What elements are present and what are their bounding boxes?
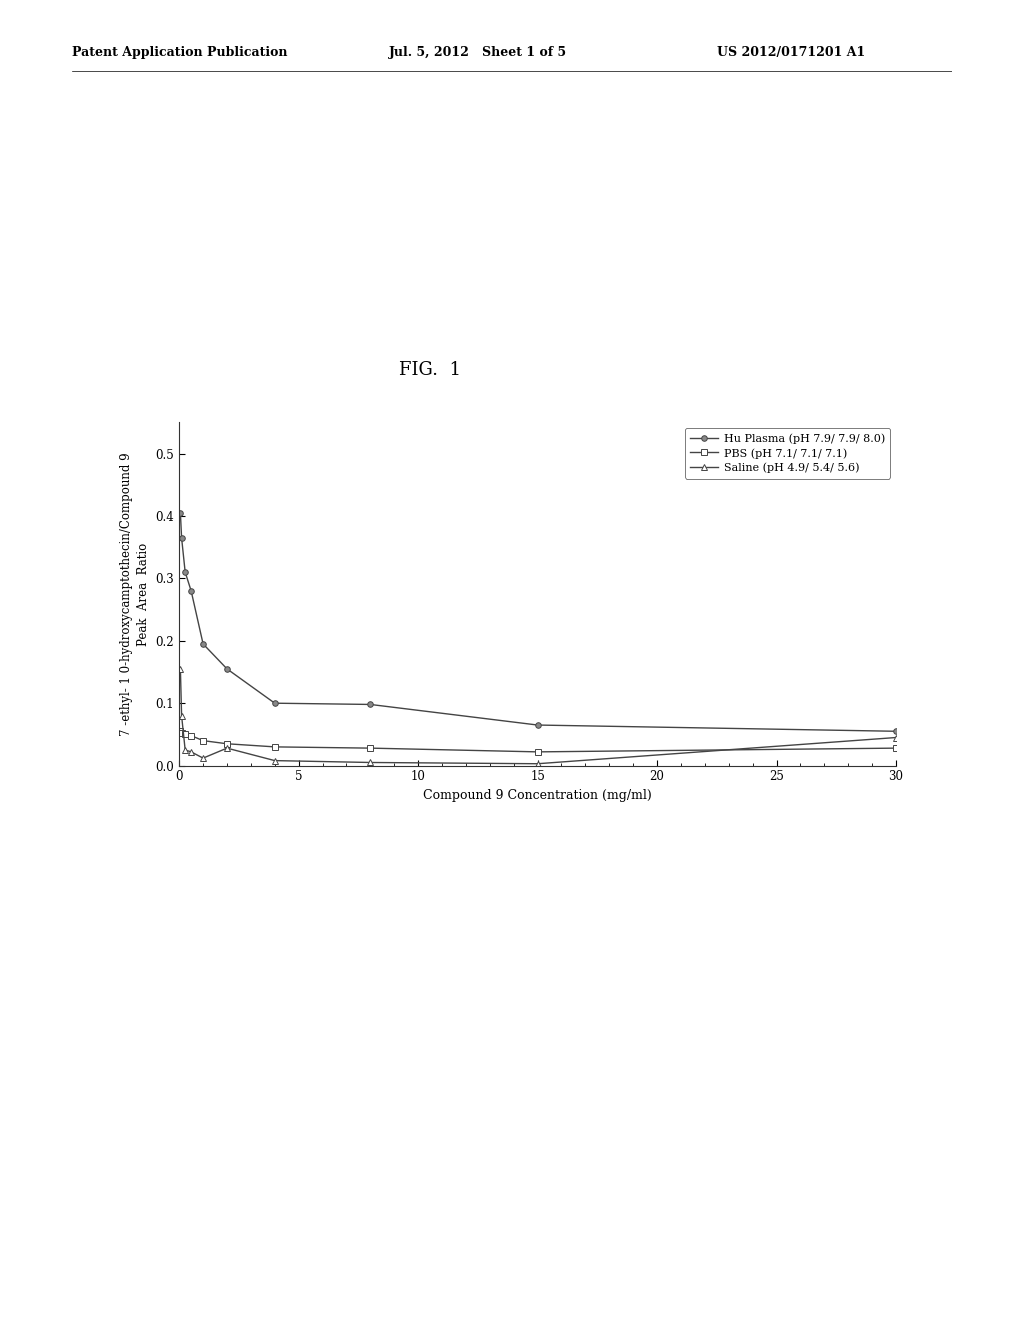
Saline (pH 4.9/ 5.4/ 5.6) <box>174 661 186 677</box>
PBS (pH 7.1/ 7.1/ 7.1) <box>179 726 191 742</box>
Saline (pH 4.9/ 5.4/ 5.6) <box>221 741 233 756</box>
PBS (pH 7.1/ 7.1/ 7.1) <box>531 744 544 760</box>
Text: FIG.  1: FIG. 1 <box>399 360 461 379</box>
Saline (pH 4.9/ 5.4/ 5.6) <box>268 752 281 768</box>
PBS (pH 7.1/ 7.1/ 7.1) <box>365 741 377 756</box>
Hu Plasma (pH 7.9/ 7.9/ 8.0) <box>175 529 187 545</box>
Legend: Hu Plasma (pH 7.9/ 7.9/ 8.0), PBS (pH 7.1/ 7.1/ 7.1), Saline (pH 4.9/ 5.4/ 5.6): Hu Plasma (pH 7.9/ 7.9/ 8.0), PBS (pH 7.… <box>685 428 891 479</box>
Hu Plasma (pH 7.9/ 7.9/ 8.0) <box>268 696 281 711</box>
PBS (pH 7.1/ 7.1/ 7.1) <box>197 733 209 748</box>
Hu Plasma (pH 7.9/ 7.9/ 8.0) <box>179 564 191 579</box>
Saline (pH 4.9/ 5.4/ 5.6) <box>185 744 198 760</box>
Line: Saline (pH 4.9/ 5.4/ 5.6): Saline (pH 4.9/ 5.4/ 5.6) <box>177 667 899 767</box>
PBS (pH 7.1/ 7.1/ 7.1) <box>175 725 187 741</box>
Saline (pH 4.9/ 5.4/ 5.6) <box>175 708 187 723</box>
Saline (pH 4.9/ 5.4/ 5.6) <box>531 756 544 772</box>
PBS (pH 7.1/ 7.1/ 7.1) <box>268 739 281 755</box>
PBS (pH 7.1/ 7.1/ 7.1) <box>221 735 233 751</box>
Saline (pH 4.9/ 5.4/ 5.6) <box>197 750 209 766</box>
Hu Plasma (pH 7.9/ 7.9/ 8.0) <box>174 506 186 521</box>
Hu Plasma (pH 7.9/ 7.9/ 8.0) <box>197 636 209 652</box>
PBS (pH 7.1/ 7.1/ 7.1) <box>174 723 186 739</box>
Saline (pH 4.9/ 5.4/ 5.6) <box>365 755 377 771</box>
Text: US 2012/0171201 A1: US 2012/0171201 A1 <box>717 46 865 59</box>
Line: Hu Plasma (pH 7.9/ 7.9/ 8.0): Hu Plasma (pH 7.9/ 7.9/ 8.0) <box>177 510 899 734</box>
PBS (pH 7.1/ 7.1/ 7.1) <box>185 727 198 743</box>
Hu Plasma (pH 7.9/ 7.9/ 8.0) <box>890 723 902 739</box>
PBS (pH 7.1/ 7.1/ 7.1) <box>890 741 902 756</box>
Text: Jul. 5, 2012   Sheet 1 of 5: Jul. 5, 2012 Sheet 1 of 5 <box>389 46 567 59</box>
Hu Plasma (pH 7.9/ 7.9/ 8.0) <box>185 583 198 599</box>
Hu Plasma (pH 7.9/ 7.9/ 8.0) <box>365 697 377 713</box>
Line: PBS (pH 7.1/ 7.1/ 7.1): PBS (pH 7.1/ 7.1/ 7.1) <box>177 729 899 755</box>
Text: Patent Application Publication: Patent Application Publication <box>72 46 287 59</box>
Saline (pH 4.9/ 5.4/ 5.6) <box>890 730 902 746</box>
X-axis label: Compound 9 Concentration (mg/ml): Compound 9 Concentration (mg/ml) <box>423 789 652 803</box>
Y-axis label: 7 -ethyl- 1 0-hydroxycamptothecin/Compound 9
Peak  Area  Ratio: 7 -ethyl- 1 0-hydroxycamptothecin/Compou… <box>120 453 151 735</box>
Hu Plasma (pH 7.9/ 7.9/ 8.0) <box>221 661 233 677</box>
Hu Plasma (pH 7.9/ 7.9/ 8.0) <box>531 717 544 733</box>
Saline (pH 4.9/ 5.4/ 5.6) <box>179 742 191 758</box>
